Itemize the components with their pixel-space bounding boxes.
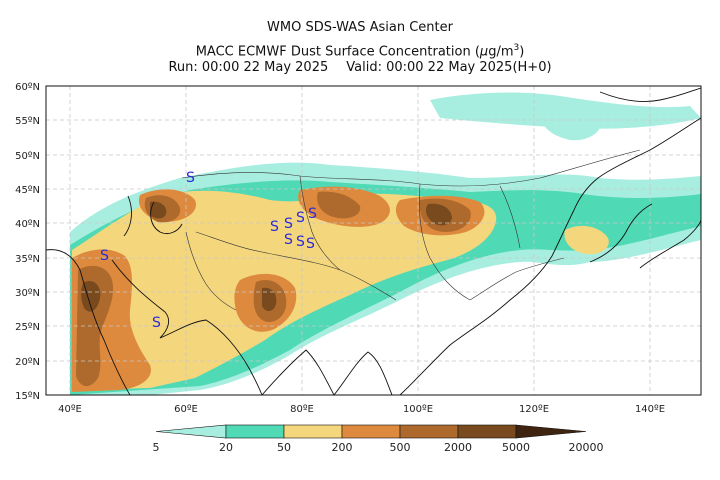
storm-symbol: S [284, 216, 293, 232]
country-borders [181, 149, 641, 311]
lon-tick-label: 80ºE [290, 404, 314, 415]
colorbar: 5 20 50 200 500 2000 5000 20000 [153, 424, 604, 454]
colorbar-segment [225, 424, 285, 439]
colorbar-label: 200 [332, 441, 353, 454]
storm-symbol: S [152, 315, 161, 331]
coastlines [46, 87, 701, 395]
colorbar-label: 2000 [444, 441, 472, 454]
lat-tick-label: 20ºN [15, 357, 40, 368]
dust-level-50-200-east [564, 225, 609, 255]
storm-symbol: S [186, 170, 195, 186]
colorbar-segment [457, 424, 517, 439]
lat-tick-label: 25ºN [15, 322, 40, 333]
unit-close: ) [519, 44, 525, 60]
unit-exponent: 3 [513, 43, 520, 53]
lon-tick-label: 120ºE [519, 404, 549, 415]
storm-symbol: S [284, 232, 293, 248]
dust-field [70, 92, 701, 395]
storm-symbol: S [296, 210, 305, 226]
lat-tick-label: 50ºN [15, 151, 40, 162]
unit-rest: g/m [488, 44, 514, 60]
longitude-tick-labels: 40ºE 60ºE 80ºE 100ºE 120ºE 140ºE [58, 404, 665, 415]
storm-symbol: S [296, 234, 305, 250]
colorbar-segment [341, 424, 401, 439]
lon-tick-label: 60ºE [174, 404, 198, 415]
lat-tick-label: 45ºN [15, 185, 40, 196]
storm-symbol: S [100, 248, 109, 264]
storm-symbol: S [270, 219, 279, 235]
dust-level-2000-5000 [81, 201, 452, 312]
map-title-times: Run: 00:00 22 May 2025 Valid: 00:00 22 Ma… [0, 60, 720, 76]
colorbar-segment [399, 424, 459, 439]
unit-mu: μ [479, 44, 489, 60]
dust-storm-symbols: S S S S S S S S S S [100, 170, 317, 331]
map-area: S S S S S S S S S S [46, 86, 701, 395]
colorbar-label: 50 [277, 441, 291, 454]
colorbar-segment [515, 424, 587, 439]
lat-tick-label: 60ºN [15, 82, 40, 93]
lat-tick-label: 15ºN [15, 391, 40, 402]
run-time: Run: 00:00 22 May 2025 [168, 60, 329, 75]
lon-tick-label: 140ºE [635, 404, 665, 415]
colorbar-segment [283, 424, 343, 439]
lat-tick-label: 55ºN [15, 116, 40, 127]
colorbar-label: 20000 [569, 441, 604, 454]
product-label: MACC ECMWF Dust Surface Concentration ( [195, 44, 480, 60]
lat-tick-label: 30ºN [15, 288, 40, 299]
colorbar-label: 500 [390, 441, 411, 454]
dust-level-500-2000 [76, 191, 471, 387]
dust-level-5-20-island [539, 106, 601, 141]
valid-time: Valid: 00:00 22 May 2025(H+0) [346, 60, 552, 75]
latitude-tick-labels: 60ºN 55ºN 50ºN 45ºN 40ºN 35ºN 30ºN 25ºN … [15, 82, 40, 402]
colorbar-label: 5 [153, 441, 160, 454]
lon-tick-label: 40ºE [58, 404, 82, 415]
storm-symbol: S [308, 206, 317, 222]
colorbar-segment [155, 424, 227, 439]
lat-tick-label: 40ºN [15, 219, 40, 230]
graticule [46, 86, 701, 395]
map-title-product: MACC ECMWF Dust Surface Concentration (μ… [0, 40, 720, 60]
lon-tick-label: 100ºE [403, 404, 433, 415]
map-title-center: WMO SDS-WAS Asian Center [267, 20, 453, 35]
storm-symbol: S [306, 236, 315, 252]
colorbar-label: 20 [219, 441, 233, 454]
map-frame [45, 85, 702, 396]
colorbar-label: 5000 [502, 441, 530, 454]
lat-tick-label: 35ºN [15, 254, 40, 265]
